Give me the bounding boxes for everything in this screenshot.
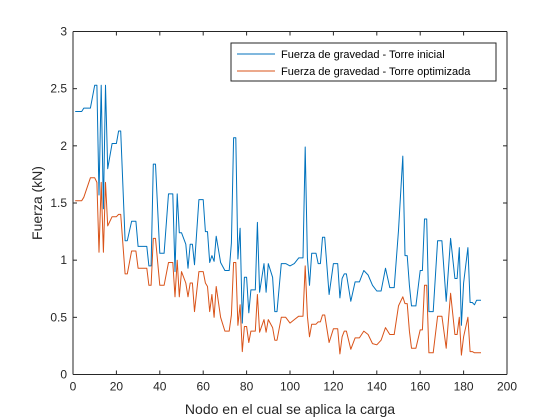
y-tick-label: 2.5	[50, 82, 67, 96]
plot-area	[73, 31, 507, 375]
x-tick-label: 20	[110, 380, 124, 394]
x-tick-label: 140	[367, 380, 387, 394]
legend-label-2: Fuerza de gravedad - Torre optimizada	[281, 66, 471, 78]
y-axis-label: Fuerza (kN)	[29, 166, 45, 240]
x-tick-label: 100	[280, 380, 300, 394]
x-tick-label: 40	[153, 380, 167, 394]
y-tick-label: 3	[60, 25, 67, 39]
x-tick-label: 160	[410, 380, 430, 394]
y-tick-label: 1	[60, 253, 67, 267]
x-tick-label: 200	[497, 380, 517, 394]
y-tick-label: 0	[60, 368, 67, 382]
x-tick-label: 0	[70, 380, 77, 394]
series-line-1	[75, 84, 481, 326]
series-layer	[75, 84, 481, 356]
y-tick-label: 2	[60, 139, 67, 153]
x-tick-label: 120	[323, 380, 343, 394]
x-tick-label: 180	[454, 380, 474, 394]
series-line-2	[75, 177, 481, 356]
y-tick-label: 0.5	[50, 310, 67, 324]
legend-label-1: Fuerza de gravedad - Torre inicial	[281, 49, 445, 61]
x-axis-label: Nodo en el cual se aplica la carga	[185, 401, 395, 417]
x-tick-label: 60	[197, 380, 211, 394]
legend: Fuerza de gravedad - Torre inicial Fuerza…	[230, 42, 497, 82]
x-axis-ticks: 0 20 40 60 80 100 120 140 160 180 200	[70, 31, 517, 394]
y-axis-ticks: 0 0.5 1 1.5 2 2.5 3	[50, 25, 507, 382]
y-tick-label: 1.5	[50, 196, 67, 210]
legend-box	[230, 42, 497, 82]
x-tick-label: 80	[240, 380, 254, 394]
